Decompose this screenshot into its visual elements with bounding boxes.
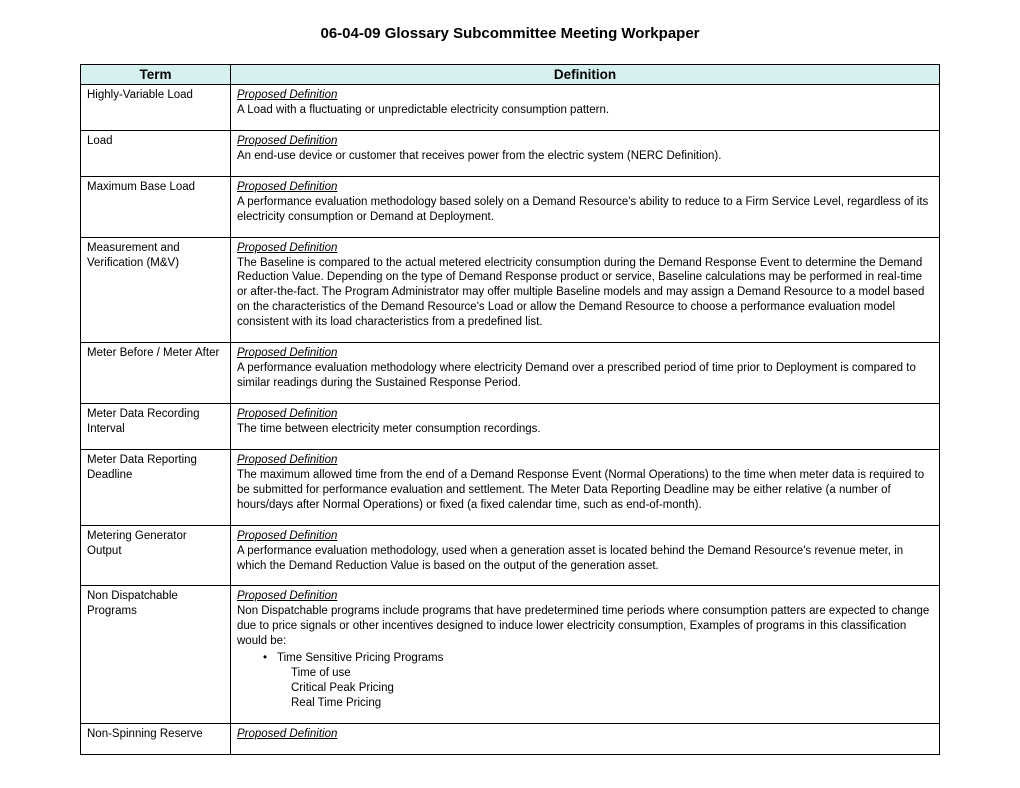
sub-item: Time of use [237, 666, 933, 681]
definition-text: A performance evaluation methodology, us… [237, 545, 903, 572]
term-cell: Load [81, 130, 231, 176]
definition-cell: Proposed Definition An end-use device or… [231, 130, 940, 176]
term-cell: Maximum Base Load [81, 176, 231, 237]
bullet-item: Time Sensitive Pricing Programs [237, 651, 933, 666]
table-row: Measurement and Verification (M&V) Propo… [81, 237, 940, 343]
table-row: Meter Before / Meter After Proposed Defi… [81, 343, 940, 404]
proposed-label: Proposed Definition [237, 181, 337, 193]
table-row: Metering Generator Output Proposed Defin… [81, 525, 940, 586]
sub-item: Real Time Pricing [237, 696, 933, 711]
table-row: Highly-Variable Load Proposed Definition… [81, 85, 940, 131]
proposed-label: Proposed Definition [237, 454, 337, 466]
page-title: 06-04-09 Glossary Subcommittee Meeting W… [80, 25, 940, 42]
table-row: Non Dispatchable Programs Proposed Defin… [81, 586, 940, 724]
definition-cell: Proposed Definition A performance evalua… [231, 525, 940, 586]
table-row: Load Proposed Definition An end-use devi… [81, 130, 940, 176]
definition-text: An end-use device or customer that recei… [237, 150, 721, 162]
proposed-label: Proposed Definition [237, 347, 337, 359]
definition-cell: Proposed Definition The maximum allowed … [231, 449, 940, 525]
table-row: Non-Spinning Reserve Proposed Definition [81, 723, 940, 754]
term-cell: Non Dispatchable Programs [81, 586, 231, 724]
definition-text: The time between electricity meter consu… [237, 423, 541, 435]
proposed-label: Proposed Definition [237, 89, 337, 101]
header-definition: Definition [231, 65, 940, 85]
header-term: Term [81, 65, 231, 85]
definition-cell: Proposed Definition A performance evalua… [231, 343, 940, 404]
glossary-table: Term Definition Highly-Variable Load Pro… [80, 64, 940, 755]
proposed-label: Proposed Definition [237, 530, 337, 542]
term-cell: Meter Data Recording Interval [81, 404, 231, 450]
bullet-list: Time Sensitive Pricing Programs Time of … [237, 651, 933, 711]
proposed-label: Proposed Definition [237, 242, 337, 254]
definition-text: A performance evaluation methodology bas… [237, 196, 928, 223]
definition-text: The Baseline is compared to the actual m… [237, 257, 924, 329]
table-header-row: Term Definition [81, 65, 940, 85]
term-cell: Metering Generator Output [81, 525, 231, 586]
term-cell: Meter Before / Meter After [81, 343, 231, 404]
definition-text: A Load with a fluctuating or unpredictab… [237, 104, 609, 116]
table-row: Maximum Base Load Proposed Definition A … [81, 176, 940, 237]
definition-cell: Proposed Definition The time between ele… [231, 404, 940, 450]
sub-item: Critical Peak Pricing [237, 681, 933, 696]
definition-cell: Proposed Definition A Load with a fluctu… [231, 85, 940, 131]
proposed-label: Proposed Definition [237, 728, 337, 740]
definition-cell: Proposed Definition [231, 723, 940, 754]
definition-text: The maximum allowed time from the end of… [237, 469, 924, 511]
proposed-label: Proposed Definition [237, 408, 337, 420]
definition-text: Non Dispatchable programs include progra… [237, 605, 929, 647]
term-cell: Highly-Variable Load [81, 85, 231, 131]
term-cell: Measurement and Verification (M&V) [81, 237, 231, 343]
table-row: Meter Data Recording Interval Proposed D… [81, 404, 940, 450]
definition-cell: Proposed Definition A performance evalua… [231, 176, 940, 237]
definition-cell: Proposed Definition The Baseline is comp… [231, 237, 940, 343]
proposed-label: Proposed Definition [237, 590, 337, 602]
term-cell: Meter Data Reporting Deadline [81, 449, 231, 525]
definition-cell: Proposed Definition Non Dispatchable pro… [231, 586, 940, 724]
definition-text: A performance evaluation methodology whe… [237, 362, 916, 389]
table-row: Meter Data Reporting Deadline Proposed D… [81, 449, 940, 525]
proposed-label: Proposed Definition [237, 135, 337, 147]
term-cell: Non-Spinning Reserve [81, 723, 231, 754]
